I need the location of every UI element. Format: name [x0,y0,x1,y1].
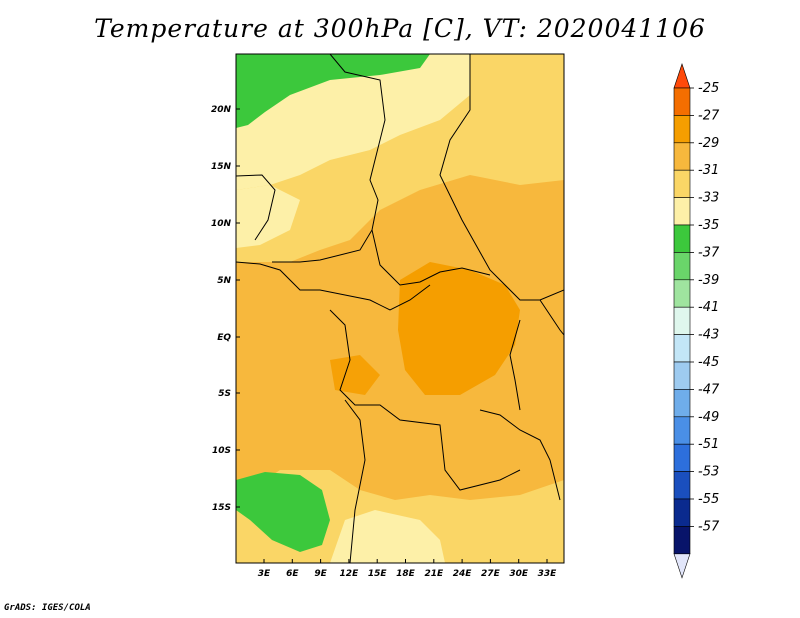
colorbar-swatch [673,416,691,445]
temperature-band-minus-37-north [236,54,430,128]
lat-label: EQ [217,333,231,343]
grads-credit: GrADS: IGES/COLA [4,603,91,613]
colorbar-label: -25 [698,81,719,96]
lon-label: 33E [538,569,558,579]
lat-label: 20N [211,105,232,115]
colorbar-label: -41 [698,300,719,315]
lon-label: 21E [424,569,444,579]
colorbar-swatch [673,471,691,500]
lon-label: 27E [481,569,501,579]
lon-label: 15E [368,569,388,579]
colorbar-label: -29 [698,136,719,151]
colorbar-swatch [673,87,691,116]
colorbar-label: -57 [698,519,720,534]
latitude-axis: 20N 15N 10N 5N EQ 5S 10S 15S [211,105,240,513]
colorbar-label: -47 [698,382,720,397]
colorbar-label: -39 [698,273,719,288]
colorbar-label: -43 [698,328,719,343]
temperature-band-minus-37-south [236,472,330,552]
colorbar-swatch [673,279,691,308]
lon-label: 30E [509,569,529,579]
colorbar-swatch [673,389,691,418]
temperature-band-minus-29-west [330,355,380,395]
colorbar-label: -35 [698,218,719,233]
colorbar-top-arrow [673,63,691,89]
map-title: Temperature at 300hPa [C], VT: 202004110… [94,14,706,43]
colorbar-label: -27 [698,108,720,123]
lon-label: 12E [340,569,360,579]
colorbar: -25 -27 -29 -31 -33 -35 -37 -39 -41 -43 -45 -47 -49 -… [673,63,720,579]
map-plot-area [236,54,564,563]
colorbar-swatch [673,115,691,144]
colorbar-swatch [673,169,691,198]
colorbar-swatch [673,334,691,363]
temperature-band-minus-35-south [330,510,445,563]
lon-label: 24E [453,569,473,579]
colorbar-swatch [673,224,691,253]
colorbar-label: -55 [698,492,719,507]
lat-label: 10S [212,446,231,456]
colorbar-swatch [673,306,691,335]
colorbar-label: -45 [698,355,719,370]
map-frame [235,53,565,564]
lon-label: 6E [286,569,299,579]
colorbar-swatch [673,197,691,226]
lat-label: 15N [211,162,232,172]
lon-label: 9E [314,569,327,579]
lat-label: 15S [212,503,231,513]
colorbar-label: -33 [698,191,719,206]
colorbar-swatch [673,526,691,555]
country-borders [236,54,564,563]
colorbar-label: -51 [698,437,719,452]
colorbar-label: -53 [698,465,719,480]
colorbar-label: -49 [698,410,719,425]
longitude-axis: 3E 6E 9E 12E 15E 18E 21E 24E 27E 30E 33E [258,559,557,579]
temperature-band-minus-35-west [236,185,300,248]
colorbar-swatch [673,252,691,281]
colorbar-label: -37 [698,245,720,260]
lon-label: 3E [258,569,271,579]
lon-label: 18E [396,569,416,579]
colorbar-swatch [673,443,691,472]
colorbar-swatch [673,498,691,527]
colorbar-swatch [673,361,691,390]
colorbar-label: -31 [698,163,719,178]
lat-label: 10N [211,219,232,229]
temperature-band-minus-29-core [398,262,520,395]
lat-label: 5N [217,276,231,286]
colorbar-bottom-arrow [673,553,691,579]
colorbar-swatch [673,142,691,171]
lat-label: 5S [218,389,231,399]
